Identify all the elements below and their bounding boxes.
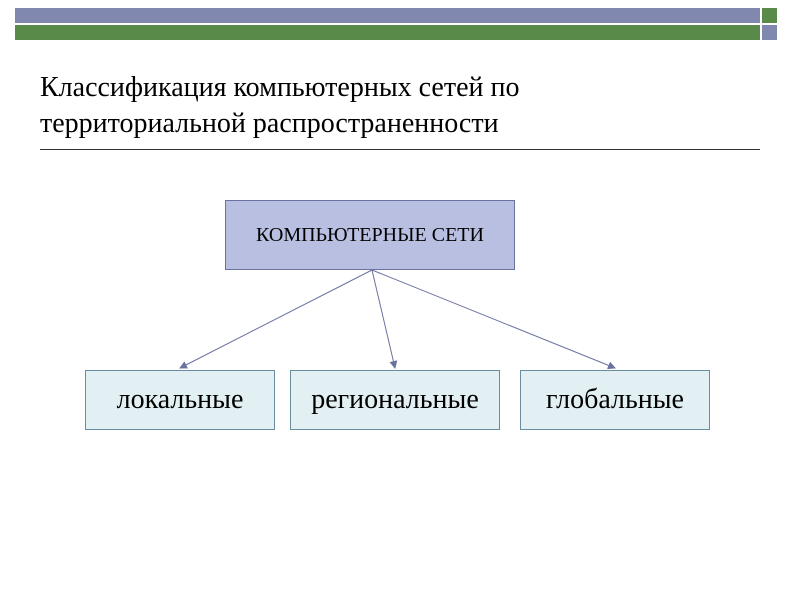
diagram-arrows <box>0 0 800 600</box>
root-node-label: КОМПЬЮТЕРНЫЕ СЕТИ <box>256 224 484 247</box>
edge-2 <box>372 270 615 368</box>
child-node-2: глобальные <box>520 370 710 430</box>
diagram-container: КОМПЬЮТЕРНЫЕ СЕТИ локальные региональные гл… <box>0 0 800 600</box>
child-node-2-label: глобальные <box>546 384 684 416</box>
child-node-1: региональные <box>290 370 500 430</box>
root-node: КОМПЬЮТЕРНЫЕ СЕТИ <box>225 200 515 270</box>
edge-0 <box>180 270 372 368</box>
edge-1 <box>372 270 395 368</box>
child-node-0-label: локальные <box>117 384 244 416</box>
child-node-0: локальные <box>85 370 275 430</box>
child-node-1-label: региональные <box>311 384 479 416</box>
